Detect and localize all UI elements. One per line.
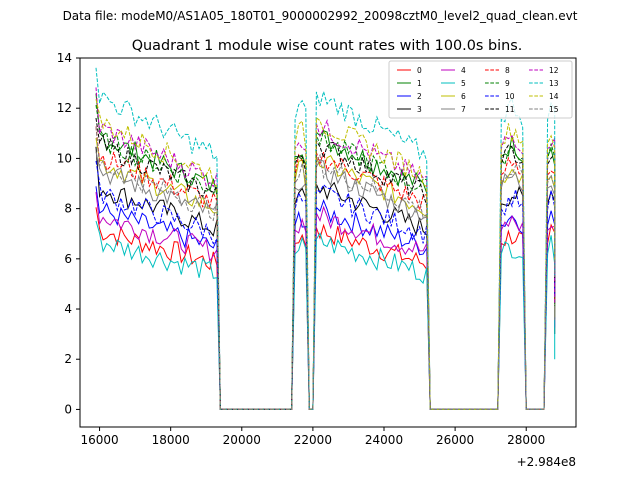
chart-title: Quadrant 1 module wise count rates with … bbox=[132, 38, 523, 54]
y-tick-label-4: 8 bbox=[64, 202, 72, 216]
series-line-14 bbox=[95, 99, 556, 410]
legend-box bbox=[388, 60, 573, 119]
legend-label-6: 6 bbox=[461, 92, 466, 101]
legend-label-11: 11 bbox=[505, 105, 515, 114]
x-tick-label-0: 16000 bbox=[80, 433, 118, 447]
legend-label-15: 15 bbox=[549, 105, 559, 114]
legend-label-0: 0 bbox=[417, 66, 422, 75]
legend-label-10: 10 bbox=[505, 92, 515, 101]
legend-label-9: 9 bbox=[505, 79, 510, 88]
y-tick-label-3: 6 bbox=[64, 252, 72, 266]
series-line-15 bbox=[95, 126, 556, 410]
x-tick-label-4: 24000 bbox=[365, 433, 403, 447]
plot-lines bbox=[95, 67, 556, 410]
legend-label-4: 4 bbox=[461, 66, 466, 75]
y-tick-label-5: 10 bbox=[57, 151, 72, 165]
y-tick-label-2: 4 bbox=[64, 302, 72, 316]
series-line-5 bbox=[95, 220, 556, 410]
x-tick-label-1: 18000 bbox=[152, 433, 190, 447]
y-tick-label-6: 12 bbox=[57, 101, 72, 115]
legend-label-1: 1 bbox=[417, 79, 422, 88]
legend-label-5: 5 bbox=[461, 79, 466, 88]
y-tick-label-7: 14 bbox=[57, 51, 72, 65]
legend-label-12: 12 bbox=[549, 66, 559, 75]
series-line-2 bbox=[95, 186, 556, 410]
series-line-0 bbox=[95, 207, 556, 410]
legend-label-3: 3 bbox=[417, 105, 422, 114]
series-line-6 bbox=[95, 138, 556, 410]
x-tick-label-5: 26000 bbox=[436, 433, 474, 447]
x-tick-label-3: 22000 bbox=[294, 433, 332, 447]
legend-label-14: 14 bbox=[549, 92, 559, 101]
x-tick-label-6: 28000 bbox=[507, 433, 545, 447]
x-tick-label-2: 20000 bbox=[223, 433, 261, 447]
axes-frame bbox=[79, 57, 577, 428]
legend-label-13: 13 bbox=[549, 79, 559, 88]
suptitle: Data file: modeM0/AS1A05_180T01_90000029… bbox=[63, 9, 578, 23]
series-line-13 bbox=[95, 67, 556, 410]
axis-ticks: 16000 18000 20000 22000 24000 26000 28000 0 2 4 6 8… bbox=[57, 51, 546, 447]
y-tick-label-1: 2 bbox=[64, 352, 72, 366]
series-line-10 bbox=[95, 160, 556, 410]
legend-label-8: 8 bbox=[505, 66, 510, 75]
x-offset-label: +2.984e8 bbox=[517, 455, 576, 469]
y-tick-label-0: 0 bbox=[64, 402, 72, 416]
legend-label-2: 2 bbox=[417, 92, 422, 101]
legend-label-7: 7 bbox=[461, 105, 466, 114]
